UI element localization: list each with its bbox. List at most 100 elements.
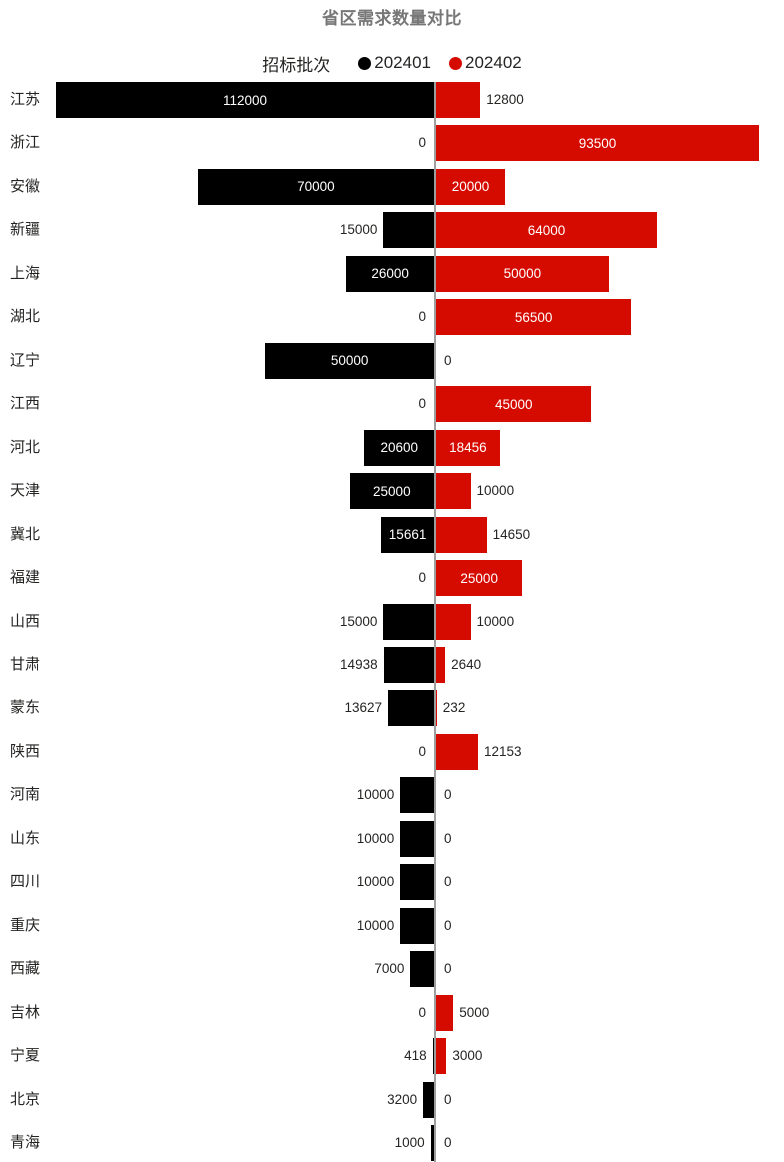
bar-202401[interactable] [423, 1081, 434, 1118]
bar-202402[interactable]: 64000 [436, 212, 658, 249]
value-label-inside: 26000 [371, 266, 409, 282]
bar-202401[interactable]: 50000 [265, 342, 434, 379]
value-label-inside: 64000 [527, 222, 566, 238]
value-label-outside: 0 [418, 1004, 426, 1020]
category-label: 甘肃 [10, 655, 41, 673]
category-label: 江苏 [10, 91, 41, 108]
bar-202401[interactable]: 15661 [381, 516, 434, 553]
value-label-outside: 0 [418, 309, 426, 325]
value-label-outside: 14650 [492, 526, 531, 542]
bar-202402[interactable]: 20000 [436, 168, 506, 205]
bar-202402[interactable] [436, 994, 454, 1031]
category-label: 江西 [10, 395, 41, 413]
bar-202401[interactable] [400, 820, 434, 857]
bar-202402[interactable] [436, 473, 471, 510]
value-label-inside: 93500 [578, 135, 617, 151]
value-label-outside: 10000 [356, 830, 395, 846]
value-label-outside: 0 [444, 917, 452, 933]
category-label: 天津 [10, 482, 41, 500]
value-label-outside: 10000 [476, 483, 515, 499]
bar-202401[interactable] [388, 690, 434, 727]
bar-202402[interactable] [436, 603, 471, 640]
bar-202401[interactable] [400, 907, 434, 944]
category-label: 安徽 [10, 177, 41, 195]
value-label-outside: 0 [444, 961, 452, 977]
bar-202401[interactable] [383, 603, 434, 640]
value-label-inside: 25000 [460, 570, 498, 586]
value-label-outside: 418 [404, 1048, 427, 1064]
category-label: 重庆 [10, 916, 41, 934]
value-label-outside: 14938 [340, 656, 378, 672]
value-label-inside: 20000 [451, 179, 490, 195]
value-label-outside: 232 [442, 700, 466, 716]
bar-202401[interactable] [400, 777, 434, 814]
bar-202402[interactable]: 50000 [436, 255, 609, 292]
bar-202401[interactable]: 26000 [346, 255, 434, 292]
category-label: 山东 [10, 829, 41, 847]
value-label-inside: 112000 [222, 92, 268, 108]
value-label-outside: 0 [444, 1135, 452, 1151]
bar-202401[interactable] [430, 1125, 434, 1162]
value-label-inside: 50000 [503, 266, 542, 282]
bar-202402[interactable] [436, 1038, 447, 1075]
bar-202401[interactable]: 20600 [364, 429, 434, 466]
category-label: 蒙东 [10, 699, 41, 717]
value-label-outside: 0 [418, 570, 426, 586]
bar-202402[interactable] [436, 690, 437, 727]
legend-item-label: 202402 [465, 53, 522, 72]
legend-item-label: 202401 [374, 53, 431, 72]
category-label: 湖北 [10, 308, 41, 326]
category-label: 河南 [10, 786, 41, 804]
category-label: 辽宁 [10, 351, 41, 369]
category-label: 河北 [10, 438, 41, 456]
legend-item-202401[interactable]: 202401 [358, 53, 431, 73]
value-label-outside: 3200 [387, 1091, 418, 1107]
category-label: 西藏 [10, 960, 41, 978]
bar-202401[interactable]: 112000 [56, 82, 434, 118]
value-label-inside: 45000 [494, 396, 533, 412]
bar-202402[interactable]: 25000 [436, 560, 523, 597]
legend-item-202402[interactable]: 202402 [449, 53, 522, 73]
bar-202402[interactable]: 18456 [436, 429, 500, 466]
value-label-outside: 15000 [339, 613, 378, 629]
value-label-outside: 10000 [356, 874, 395, 890]
legend: 招标批次 202401 202402 [0, 50, 784, 76]
value-label-outside: 3000 [452, 1048, 483, 1064]
bar-202401[interactable]: 70000 [197, 168, 434, 205]
value-label-outside: 12153 [483, 743, 522, 759]
bar-202402[interactable] [436, 646, 446, 683]
value-label-inside: 70000 [297, 179, 335, 195]
category-label: 四川 [10, 873, 41, 891]
value-label-inside: 18456 [449, 440, 487, 456]
value-label-outside: 10000 [476, 613, 515, 629]
value-label-inside: 50000 [330, 353, 369, 369]
value-label-outside: 0 [444, 352, 452, 368]
bar-202402[interactable]: 93500 [436, 125, 759, 162]
bar-202401[interactable] [432, 1038, 434, 1075]
category-label: 浙江 [10, 134, 41, 152]
value-label-outside: 10000 [356, 787, 395, 803]
value-label-inside: 15661 [388, 527, 427, 543]
value-label-outside: 12800 [486, 92, 524, 107]
value-label-inside: 56500 [514, 309, 553, 325]
bar-202401[interactable] [383, 646, 434, 683]
bar-202401[interactable] [400, 864, 434, 901]
bar-202401[interactable] [383, 212, 434, 249]
center-axis-line [434, 82, 436, 1162]
value-label-outside: 1000 [394, 1135, 425, 1151]
bar-202401[interactable] [410, 951, 434, 988]
category-label: 福建 [10, 569, 41, 587]
bar-202401[interactable]: 25000 [349, 473, 434, 510]
value-label-outside: 15000 [339, 222, 378, 238]
bar-202402[interactable]: 56500 [436, 299, 632, 336]
series-202401-dot-icon [358, 56, 372, 70]
bar-202402[interactable] [436, 733, 478, 770]
bar-202402[interactable]: 45000 [436, 386, 592, 423]
value-label-outside: 0 [444, 874, 452, 890]
value-label-outside: 0 [418, 396, 426, 412]
bar-202402[interactable] [436, 82, 481, 118]
value-label-outside: 0 [444, 787, 452, 803]
bar-202402[interactable] [436, 516, 487, 553]
